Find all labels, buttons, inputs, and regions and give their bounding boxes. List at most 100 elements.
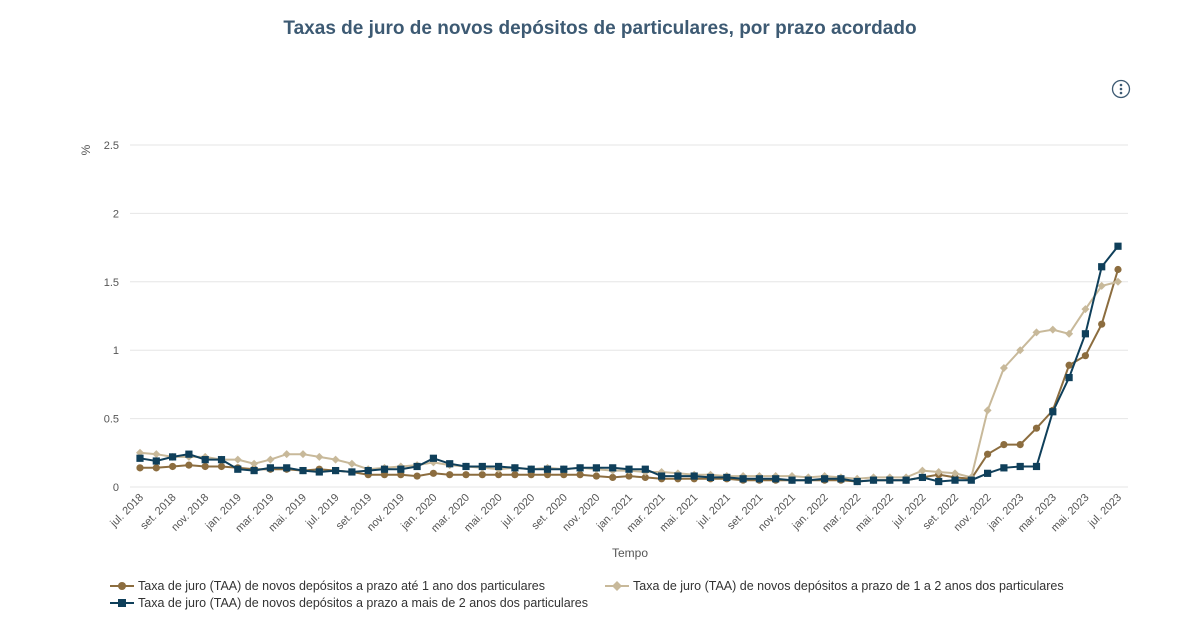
data-point[interactable] [951,476,959,484]
data-point[interactable] [869,476,878,484]
data-point[interactable] [266,464,274,472]
data-point[interactable] [152,450,161,459]
data-point[interactable] [576,471,584,479]
data-point[interactable] [853,477,861,486]
data-point[interactable] [217,456,226,464]
data-point[interactable] [1032,328,1041,337]
data-point[interactable] [1048,325,1057,334]
data-point[interactable] [837,475,845,483]
data-point[interactable] [984,450,992,458]
data-point[interactable] [250,459,259,468]
data-point[interactable] [543,471,552,479]
data-point[interactable] [1000,440,1008,449]
data-point[interactable] [348,468,356,476]
data-point[interactable] [1114,242,1122,250]
data-point[interactable] [380,465,389,473]
data-point[interactable] [250,466,258,475]
data-point[interactable] [788,476,796,484]
data-point[interactable] [1000,464,1008,472]
chart-menu-button[interactable] [1111,79,1131,99]
data-point[interactable] [592,472,601,480]
legend-item-series-1[interactable]: Taxa de juro (TAA) de novos depósitos a … [110,579,545,593]
data-point[interactable] [299,466,307,475]
data-point[interactable] [1098,263,1106,271]
legend-item-series-3[interactable]: Taxa de juro (TAA) de novos depósitos a … [110,596,588,610]
data-point[interactable] [1114,265,1122,274]
data-point[interactable] [495,462,503,471]
data-point[interactable] [332,466,340,475]
data-point[interactable] [282,450,291,459]
data-point[interactable] [1065,329,1074,338]
data-point[interactable] [331,455,340,464]
data-point[interactable] [397,471,405,479]
data-point[interactable] [283,464,291,472]
data-point[interactable] [169,462,177,471]
data-point[interactable] [1081,330,1089,338]
data-point[interactable] [462,471,470,479]
data-point[interactable] [527,465,535,473]
data-point[interactable] [169,453,177,461]
data-point[interactable] [429,454,437,462]
data-point[interactable] [674,472,682,480]
data-point[interactable] [1016,440,1024,449]
data-point[interactable] [527,471,535,479]
data-point[interactable] [201,456,209,464]
data-point[interactable] [446,471,454,479]
data-point[interactable] [625,472,633,480]
data-point[interactable] [462,462,470,471]
data-point[interactable] [723,473,731,482]
data-point[interactable] [1016,462,1024,471]
data-point[interactable] [446,460,454,468]
data-point[interactable] [706,473,715,482]
data-point[interactable] [1049,408,1057,416]
data-point[interactable] [641,465,649,473]
data-point[interactable] [755,475,763,483]
data-point[interactable] [478,462,486,471]
data-point[interactable] [347,459,356,468]
data-point[interactable] [234,465,242,473]
data-point[interactable] [886,476,894,484]
data-point[interactable] [152,464,160,472]
data-point[interactable] [641,473,649,482]
data-point[interactable] [1065,361,1073,369]
data-point[interactable] [413,462,421,471]
data-point[interactable] [495,471,503,479]
data-point[interactable] [511,471,519,479]
data-point[interactable] [299,450,307,459]
data-point[interactable] [1081,305,1090,314]
data-point[interactable] [185,461,193,469]
data-point[interactable] [217,462,226,471]
data-point[interactable] [984,469,992,477]
data-point[interactable] [690,472,698,480]
data-point[interactable] [233,455,242,464]
data-point[interactable] [185,450,193,458]
data-point[interactable] [380,471,389,479]
data-point[interactable] [397,465,405,473]
data-point[interactable] [967,476,975,484]
data-point[interactable] [429,469,437,477]
data-point[interactable] [983,406,992,415]
data-point[interactable] [1098,320,1106,328]
data-point[interactable] [935,477,943,486]
data-point[interactable] [658,472,666,480]
data-point[interactable] [1097,281,1106,290]
data-point[interactable] [413,472,421,480]
data-point[interactable] [804,476,812,484]
data-point[interactable] [543,465,552,473]
data-point[interactable] [511,464,519,472]
data-point[interactable] [609,473,617,482]
data-point[interactable] [918,473,926,482]
data-point[interactable] [1065,373,1073,382]
data-point[interactable] [315,452,324,461]
data-point[interactable] [625,465,633,473]
legend-item-series-2[interactable]: Taxa de juro (TAA) de novos depósitos a … [605,579,1064,593]
data-point[interactable] [1114,277,1122,286]
data-point[interactable] [266,455,275,464]
data-point[interactable] [560,465,568,473]
data-point[interactable] [201,462,209,471]
data-point[interactable] [918,466,927,475]
data-point[interactable] [576,464,584,472]
data-point[interactable] [1081,352,1089,360]
data-point[interactable] [136,464,144,472]
data-point[interactable] [902,476,910,484]
